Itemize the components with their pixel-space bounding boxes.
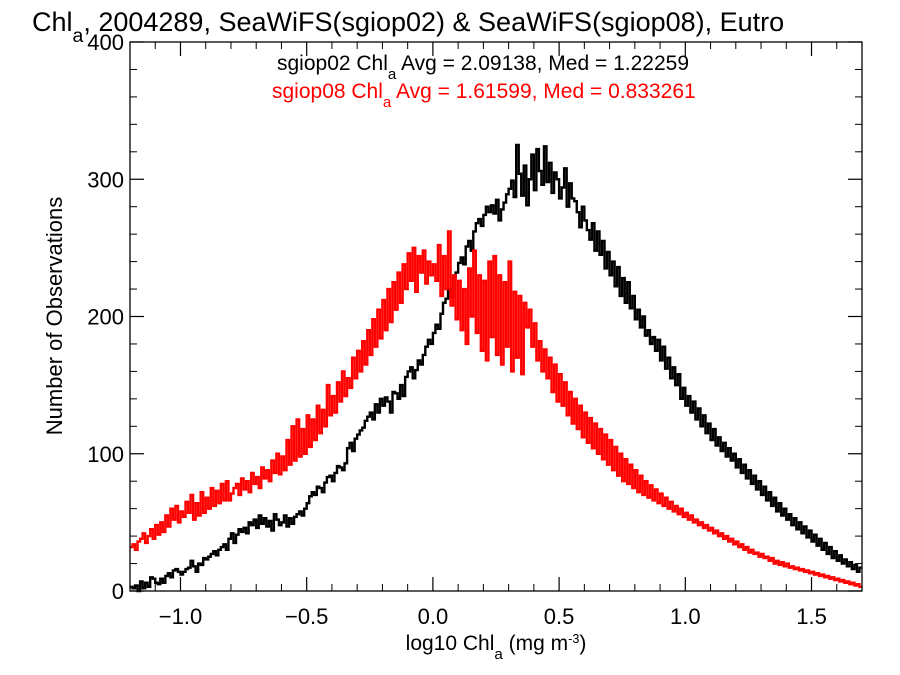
y-tick-label: 200	[87, 305, 124, 330]
x-tick-label: −0.5	[285, 604, 328, 629]
y-axis-label: Number of Observations	[42, 197, 67, 435]
x-tick-label: 1.5	[796, 604, 827, 629]
y-tick-label: 0	[112, 579, 124, 604]
y-tick-label: 300	[87, 167, 124, 192]
axes-layer	[129, 41, 863, 592]
x-tick-label: 0.0	[418, 604, 449, 629]
series-1-line	[130, 143, 862, 593]
series-layer	[130, 143, 862, 593]
x-tick-label: 0.5	[544, 604, 575, 629]
series-2-line	[130, 230, 862, 589]
x-axis-label: log10 Chla (mg m-3)	[406, 632, 587, 663]
stats-sgiop08: sgiop08 Chla Avg = 1.61599, Med = 0.8332…	[272, 80, 696, 111]
stats-sgiop02: sgiop02 Chla Avg = 2.09138, Med = 1.2225…	[277, 52, 689, 83]
x-tick-label: −1.0	[159, 604, 202, 629]
y-tick-label: 400	[87, 30, 124, 55]
y-tick-label: 100	[87, 442, 124, 467]
x-tick-label: 1.0	[670, 604, 701, 629]
chart-title: Chla, 2004289, SeaWiFS(sgiop02) & SeaWiF…	[32, 7, 784, 47]
